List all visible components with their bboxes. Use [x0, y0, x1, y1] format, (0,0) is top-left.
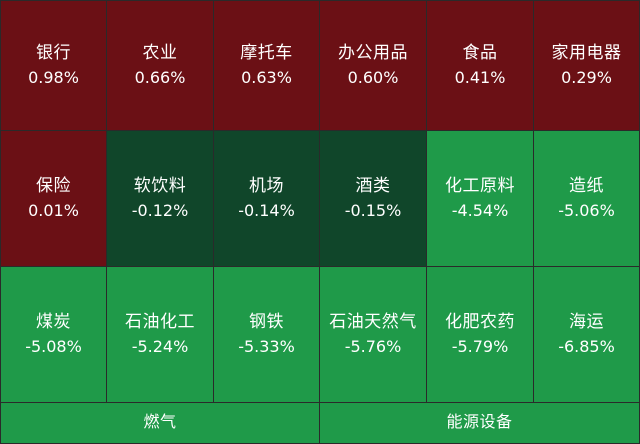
tile-huagongyuanliao[interactable]: 化工原料 -4.54%: [426, 130, 534, 267]
tile-change: -0.15%: [344, 201, 402, 220]
tile-change: -5.79%: [451, 337, 509, 356]
tile-shiyouhuagong[interactable]: 石油化工 -5.24%: [106, 266, 214, 403]
tile-gangtie[interactable]: 钢铁 -5.33%: [213, 266, 320, 403]
tile-name: 食品: [462, 43, 498, 63]
tile-name: 煤炭: [36, 312, 71, 332]
tile-change: 0.29%: [561, 68, 612, 87]
tile-name: 农业: [142, 43, 178, 63]
tile-name: 化肥农药: [445, 312, 515, 332]
tile-name: 化工原料: [445, 176, 515, 196]
tile-huafeinongyao[interactable]: 化肥农药 -5.79%: [426, 266, 534, 403]
tile-nongye[interactable]: 农业 0.66%: [106, 0, 214, 131]
tile-name: 石油天然气: [329, 312, 417, 332]
tile-baoxian[interactable]: 保险 0.01%: [0, 130, 107, 267]
tile-name: 机场: [249, 176, 284, 196]
tile-name: 造纸: [569, 176, 604, 196]
tile-name: 软饮料: [133, 176, 187, 196]
tile-jiayongdianqi[interactable]: 家用电器 0.29%: [533, 0, 640, 131]
tile-name: 海运: [569, 312, 604, 332]
tile-yinhang[interactable]: 银行 0.98%: [0, 0, 107, 131]
tile-name: 能源设备: [446, 412, 513, 431]
tile-change: 0.01%: [28, 201, 79, 220]
tile-jiulei[interactable]: 酒类 -0.15%: [319, 130, 427, 267]
tile-bangongyongpin[interactable]: 办公用品 0.60%: [319, 0, 427, 131]
tile-name: 石油化工: [125, 312, 195, 332]
tile-change: -5.24%: [131, 337, 189, 356]
tile-haiyun[interactable]: 海运 -6.85%: [533, 266, 640, 403]
tile-change: -5.76%: [344, 337, 402, 356]
tile-change: 0.41%: [454, 68, 506, 87]
tile-ranqi[interactable]: 燃气: [0, 402, 320, 444]
tile-motuoche[interactable]: 摩托车 0.63%: [213, 0, 320, 131]
tile-change: -5.08%: [25, 337, 82, 356]
tile-change: -0.12%: [131, 201, 189, 220]
tile-zaozhi[interactable]: 造纸 -5.06%: [533, 130, 640, 267]
tile-change: 0.66%: [134, 68, 186, 87]
tile-name: 酒类: [355, 176, 391, 196]
tile-shipin[interactable]: 食品 0.41%: [426, 0, 534, 131]
tile-jichang[interactable]: 机场 -0.14%: [213, 130, 320, 267]
tile-name: 办公用品: [338, 43, 408, 63]
tile-name: 银行: [36, 43, 71, 63]
tile-name: 燃气: [143, 412, 177, 431]
tile-change: -6.85%: [558, 337, 615, 356]
tile-name: 保险: [36, 176, 71, 196]
tile-change: 0.98%: [28, 68, 79, 87]
tile-name: 家用电器: [551, 43, 622, 63]
tile-change: -5.33%: [238, 337, 295, 356]
tile-change: -0.14%: [238, 201, 295, 220]
tile-shiyoutianranqi[interactable]: 石油天然气 -5.76%: [319, 266, 427, 403]
tile-ruanyinliao[interactable]: 软饮料 -0.12%: [106, 130, 214, 267]
tile-name: 摩托车: [240, 43, 293, 63]
tile-change: -5.06%: [558, 201, 615, 220]
tile-meitan[interactable]: 煤炭 -5.08%: [0, 266, 107, 403]
tile-nengyuanshebei[interactable]: 能源设备: [319, 402, 640, 444]
tile-change: 0.63%: [241, 68, 292, 87]
tile-change: -4.54%: [451, 201, 509, 220]
tile-change: 0.60%: [347, 68, 399, 87]
tile-name: 钢铁: [249, 312, 284, 332]
